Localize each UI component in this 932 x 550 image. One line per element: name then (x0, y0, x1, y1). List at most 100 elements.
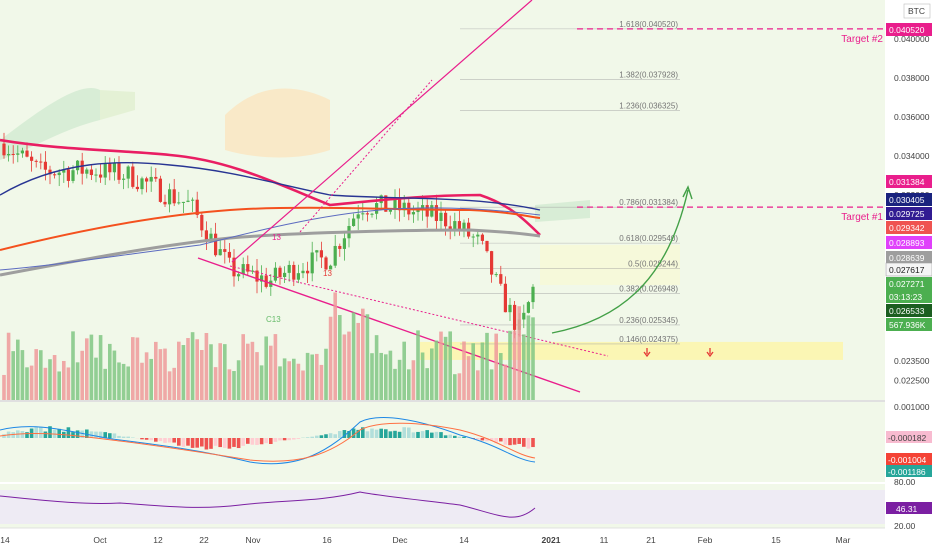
volume-bar[interactable] (499, 353, 503, 400)
volume-bar[interactable] (296, 363, 301, 400)
macd-bar[interactable] (379, 428, 383, 438)
volume-bar[interactable] (453, 374, 457, 400)
volume-bar[interactable] (112, 350, 117, 400)
macd-bar[interactable] (227, 438, 232, 449)
candle[interactable] (177, 202, 181, 204)
volume-bar[interactable] (402, 341, 406, 400)
macd-bar[interactable] (154, 438, 158, 442)
candle[interactable] (531, 286, 535, 303)
volume-bar[interactable] (430, 348, 434, 400)
volume-bar[interactable] (416, 330, 420, 400)
candle[interactable] (434, 205, 438, 221)
volume-bar[interactable] (218, 343, 222, 400)
macd-bar[interactable] (296, 438, 301, 439)
volume-bar[interactable] (393, 368, 397, 400)
volume-bar[interactable] (75, 362, 80, 400)
candle[interactable] (439, 212, 443, 221)
macd-bar[interactable] (213, 438, 218, 446)
candle[interactable] (204, 230, 208, 242)
volume-bar[interactable] (434, 340, 439, 400)
macd-bar[interactable] (402, 427, 406, 438)
candle[interactable] (7, 153, 11, 156)
volume-bar[interactable] (85, 338, 89, 400)
macd-bar[interactable] (94, 431, 98, 438)
macd-bar[interactable] (57, 428, 61, 438)
volume-bar[interactable] (448, 331, 452, 400)
candle[interactable] (416, 209, 420, 213)
candle[interactable] (333, 245, 337, 266)
macd-bar[interactable] (273, 438, 278, 442)
macd-bar[interactable] (167, 438, 172, 443)
macd-bar[interactable] (236, 438, 241, 449)
candle[interactable] (310, 252, 314, 274)
volume-bar[interactable] (411, 360, 416, 400)
volume-bar[interactable] (462, 341, 466, 400)
macd-bar[interactable] (241, 438, 245, 446)
candle[interactable] (11, 153, 15, 155)
candle[interactable] (200, 214, 204, 231)
volume-bar[interactable] (351, 312, 356, 400)
macd-bar[interactable] (85, 429, 89, 438)
macd-bar[interactable] (108, 433, 112, 438)
macd-bar[interactable] (480, 438, 485, 441)
volume-bar[interactable] (43, 367, 48, 400)
volume-bar[interactable] (476, 370, 480, 400)
candle[interactable] (508, 304, 512, 313)
volume-bar[interactable] (264, 336, 268, 400)
volume-bar[interactable] (16, 339, 20, 400)
volume-bar[interactable] (508, 330, 512, 400)
volume-bar[interactable] (388, 350, 393, 400)
macd-bar[interactable] (278, 438, 282, 441)
candle[interactable] (89, 169, 93, 176)
candle[interactable] (66, 169, 70, 181)
candle[interactable] (411, 212, 415, 215)
macd-bar[interactable] (512, 438, 517, 445)
macd-bar[interactable] (374, 429, 379, 438)
candle[interactable] (421, 205, 425, 210)
macd-bar[interactable] (11, 432, 15, 438)
volume-bar[interactable] (52, 355, 57, 400)
macd-bar[interactable] (347, 430, 351, 438)
volume-bar[interactable] (480, 342, 485, 400)
macd-bar[interactable] (356, 429, 360, 438)
volume-bar[interactable] (319, 364, 324, 400)
volume-bar[interactable] (342, 334, 347, 400)
macd-bar[interactable] (144, 438, 149, 440)
macd-bar[interactable] (508, 438, 512, 446)
candle[interactable] (131, 166, 135, 187)
macd-bar[interactable] (457, 436, 462, 438)
macd-bar[interactable] (393, 430, 397, 438)
candle[interactable] (168, 189, 172, 205)
candle[interactable] (462, 222, 466, 230)
macd-bar[interactable] (365, 431, 370, 438)
candle[interactable] (149, 176, 153, 182)
macd-bar[interactable] (250, 438, 255, 445)
volume-bar[interactable] (2, 374, 6, 400)
candle[interactable] (365, 213, 369, 215)
volume-bar[interactable] (103, 368, 107, 400)
volume-bar[interactable] (489, 369, 494, 400)
macd-bar[interactable] (485, 438, 489, 442)
macd-bar[interactable] (361, 427, 365, 438)
volume-bar[interactable] (89, 334, 94, 400)
candle[interactable] (34, 160, 38, 162)
candle[interactable] (476, 234, 480, 237)
candle[interactable] (480, 234, 484, 241)
candle[interactable] (223, 249, 227, 252)
candle[interactable] (526, 302, 530, 313)
volume-bar[interactable] (374, 335, 379, 400)
volume-bar[interactable] (227, 369, 232, 400)
volume-bar[interactable] (526, 315, 531, 400)
candle[interactable] (296, 273, 300, 280)
volume-bar[interactable] (25, 367, 29, 400)
macd-bar[interactable] (232, 438, 236, 447)
volume-bar[interactable] (48, 359, 52, 400)
volume-bar[interactable] (425, 368, 429, 400)
volume-bar[interactable] (338, 315, 342, 400)
volume-bar[interactable] (407, 369, 411, 400)
volume-bar[interactable] (397, 359, 402, 400)
volume-bar[interactable] (365, 314, 370, 400)
candle[interactable] (76, 160, 80, 171)
candle[interactable] (103, 163, 107, 178)
